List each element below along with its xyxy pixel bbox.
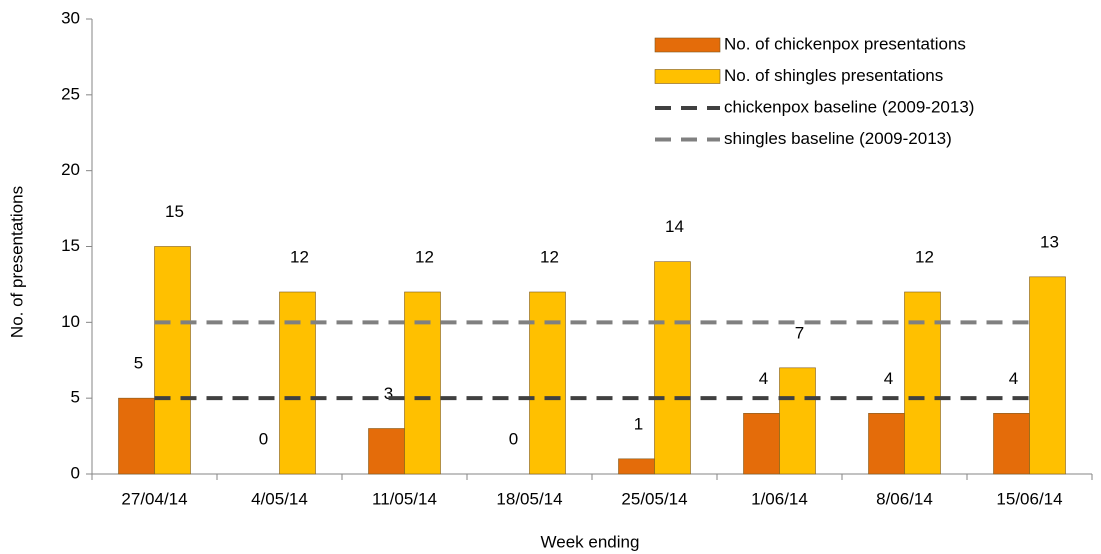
- bar: [279, 291, 316, 475]
- y-tick-label: 0: [71, 463, 80, 482]
- data-label: 7: [795, 323, 804, 342]
- x-tick-label: 18/05/14: [496, 489, 562, 508]
- legend-label: chickenpox baseline (2009-2013): [724, 97, 974, 116]
- x-axis-title: Week ending: [541, 532, 640, 551]
- x-tick-label: 15/06/14: [996, 489, 1062, 508]
- data-label: 0: [509, 429, 518, 448]
- data-label: 3: [384, 384, 393, 403]
- data-label: 12: [540, 247, 559, 266]
- bar: [154, 246, 191, 475]
- x-tick-label: 25/05/14: [621, 489, 687, 508]
- x-tick-label: 1/06/14: [751, 489, 808, 508]
- bar: [404, 291, 441, 475]
- bar: [118, 397, 155, 475]
- data-label: 1: [634, 414, 643, 433]
- bar: [904, 291, 941, 475]
- bar: [1029, 276, 1066, 475]
- data-label: 13: [1040, 232, 1059, 251]
- y-tick-label: 20: [61, 160, 80, 179]
- data-label: 4: [884, 369, 893, 388]
- y-tick-label: 5: [71, 388, 80, 407]
- bar: [654, 261, 691, 475]
- x-tick-label: 8/06/14: [876, 489, 933, 508]
- bar: [618, 458, 655, 475]
- bar: [368, 428, 405, 475]
- y-tick-label: 30: [61, 8, 80, 27]
- y-axis-title: No. of presentations: [7, 186, 26, 338]
- x-tick-label: 4/05/14: [251, 489, 308, 508]
- legend-swatch: [654, 69, 721, 84]
- bar: [993, 413, 1030, 475]
- y-tick-label: 10: [61, 312, 80, 331]
- data-label: 14: [665, 217, 684, 236]
- data-label: 0: [259, 429, 268, 448]
- data-label: 12: [290, 247, 309, 266]
- x-tick-label: 27/04/14: [121, 489, 187, 508]
- bar: [743, 413, 780, 475]
- legend-label: No. of shingles presentations: [724, 66, 943, 85]
- bar: [868, 413, 905, 475]
- bar: [779, 367, 816, 475]
- legend-label: shingles baseline (2009-2013): [724, 129, 952, 148]
- data-label: 4: [1009, 369, 1018, 388]
- y-tick-label: 15: [61, 236, 80, 255]
- data-label: 12: [915, 247, 934, 266]
- data-label: 4: [759, 369, 768, 388]
- bar: [529, 291, 566, 475]
- data-label: 5: [134, 354, 143, 373]
- x-tick-label: 11/05/14: [372, 489, 437, 508]
- legend-label: No. of chickenpox presentations: [724, 34, 966, 53]
- data-label: 12: [415, 247, 434, 266]
- data-label: 15: [165, 202, 184, 221]
- y-tick-label: 25: [61, 84, 80, 103]
- legend-swatch: [654, 37, 721, 53]
